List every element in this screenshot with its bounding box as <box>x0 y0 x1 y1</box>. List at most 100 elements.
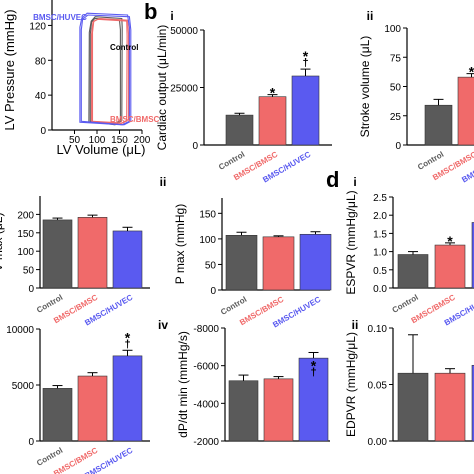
edpvr-bar-control <box>397 372 429 442</box>
pv-x-tick-label: 50 <box>69 135 81 146</box>
p_max-bar-bmsc_bmsc <box>262 236 295 291</box>
p_max-y-tick-label: 100 <box>199 235 216 246</box>
dpdt_max-y-tick-label: 5000 <box>12 381 35 392</box>
pv-x-tick-label: 100 <box>89 135 106 146</box>
pv-loop-chart: 50 100 150 200 0 40 80 120 LV Volume (μL) LV Pres… <box>2 0 160 157</box>
cardiac_output-y-tick-label: 0 <box>192 141 198 152</box>
pv-loop-bmsc_bmsc <box>91 17 130 124</box>
cardiac_output-y-label: Cardiac output (μL/min) <box>155 25 169 151</box>
cardiac_output-bar-bmsc_bmsc <box>258 96 287 146</box>
pv-loop-bmsc_huvec <box>80 14 132 126</box>
v_max-bar-bmsc_bmsc <box>77 217 108 289</box>
p_max-y-tick-label: 50 <box>205 260 217 271</box>
edpvr-y-tick-label: 0.05 <box>368 381 388 392</box>
cardiac_output-bar-control <box>225 114 254 146</box>
panel-label-d: d <box>326 167 339 192</box>
edpvr-bar-bmsc_bmsc <box>434 372 466 442</box>
cardiac_output-panel-numeral: i <box>170 9 173 23</box>
v_max-y-tick-label: 50 <box>23 266 35 277</box>
v_max-bar-control <box>42 219 73 289</box>
pv-y-tick-label: 120 <box>29 21 46 32</box>
espvr-y-tick-label: 0.0 <box>373 284 387 295</box>
espvr-y-tick-label: 2.5 <box>373 193 387 204</box>
dpdt_max-significance-mark: † <box>124 338 130 350</box>
dpdt_min-panel-numeral: iv <box>158 318 168 332</box>
dpdt_max-bar-bmsc_bmsc <box>77 375 108 442</box>
stroke_volume-y-tick-label: 75 <box>390 53 402 64</box>
edpvr-panel-numeral: ii <box>352 318 359 332</box>
v_max-chart: 050100150200V max (μL)ControlBMSC/BMSCBM… <box>0 196 150 327</box>
espvr-significance-mark: * <box>447 233 453 249</box>
dpdt_min-bar-bmsc_huvec <box>298 357 329 442</box>
cardiac_output-y-tick-label: 25000 <box>170 84 198 95</box>
pv-y-tick-label: 40 <box>35 91 47 102</box>
cardiac_output-bar-bmsc_huvec <box>291 75 320 146</box>
v_max-y-tick-label: 100 <box>17 247 34 258</box>
espvr-y-tick-label: 1.0 <box>373 248 387 259</box>
pv-loop-control <box>89 17 121 126</box>
cardiac_output-significance-mark: † <box>302 57 308 69</box>
stroke_volume-significance-mark: * <box>469 64 474 80</box>
pv-loop-bmsc_huvec <box>79 12 130 126</box>
stroke_volume-panel-numeral: ii <box>367 9 374 23</box>
stroke_volume-y-tick-label: 100 <box>384 24 401 35</box>
pv-y-label: LV Pressure (mmHg) <box>2 9 17 130</box>
dpdt_max-y-tick-label: 10000 <box>6 325 34 336</box>
p_max-y-label: P max (mmHg) <box>173 204 187 284</box>
edpvr-bar-bmsc_huvec <box>471 364 474 442</box>
dpdt_max-y-tick-label: 0 <box>28 437 34 448</box>
stroke_volume-bar-control <box>424 104 453 146</box>
pv-annotation-bmsc-bmsc: BMSC/BMSC <box>110 115 160 124</box>
v_max-y-label: V max (μL) <box>0 213 5 272</box>
espvr-panel-numeral: i <box>353 175 356 189</box>
pv-loop-bmsc_bmsc <box>91 18 128 125</box>
dpdt_min-y-tick-label: -4000 <box>193 399 219 410</box>
edpvr-y-tick-label: 0.00 <box>368 437 388 448</box>
v_max-y-tick-label: 150 <box>17 229 34 240</box>
espvr-y-tick-label: 2.0 <box>373 211 387 222</box>
dpdt_min-y-tick-label: -8000 <box>193 324 219 335</box>
pv-x-tick-label: 200 <box>134 135 151 146</box>
cardiac_output-significance-mark: * <box>270 85 276 101</box>
edpvr-y-label: EDPVR (mmHg/μL) <box>344 332 358 437</box>
dpdt_min-y-tick-label: -6000 <box>193 362 219 373</box>
espvr-bar-control <box>397 254 429 289</box>
p_max-y-tick-label: 0 <box>210 286 216 297</box>
pv-y-tick-label: 0 <box>40 126 46 137</box>
edpvr-y-tick-label: 0.10 <box>368 324 388 335</box>
stroke_volume-bar-bmsc_bmsc <box>457 76 474 146</box>
dpdt_max-bar-control <box>42 388 73 442</box>
panel-label-b: b <box>144 0 157 24</box>
stroke_volume-y-tick-label: 0 <box>395 141 401 152</box>
pv-annotation-control: Control <box>110 43 138 52</box>
pv-loop-control <box>88 16 123 125</box>
v_max-category-label: Control <box>35 293 64 315</box>
dpdt_min-y-tick-label: -2000 <box>193 437 219 448</box>
espvr-y-tick-label: 1.5 <box>373 229 387 240</box>
p_max-bar-control <box>225 235 258 291</box>
pv-y-tick-label: 80 <box>35 56 47 67</box>
stroke_volume-y-tick-label: 25 <box>390 112 402 123</box>
stroke_volume-y-label: Stroke volume (μL) <box>358 36 372 138</box>
espvr-y-tick-label: 0.5 <box>373 266 387 277</box>
v_max-bar-bmsc_huvec <box>112 230 143 289</box>
dpdt_min-significance-mark: † <box>310 366 316 378</box>
dpdt_min-y-label: dP/dt min (mmHg/s) <box>176 331 190 438</box>
dpdt_max-bar-bmsc_huvec <box>112 355 143 442</box>
espvr-bar-bmsc_bmsc <box>434 244 466 289</box>
p_max-category-label: Control <box>219 295 248 317</box>
dpdt_min-bar-control <box>228 380 259 442</box>
cardiac_output-significance-mark: * <box>303 48 309 64</box>
pv-x-label: LV Volume (μL) <box>57 142 146 157</box>
stroke_volume-y-tick-label: 50 <box>390 83 402 94</box>
espvr-y-label: ESPVR (mmHg/μL) <box>344 190 358 294</box>
pv-annotation-bmsc-huvec: BMSC/HUVEC <box>33 13 87 22</box>
dpdt_min-bar-bmsc_bmsc <box>263 378 294 442</box>
espvr-chart: 0.0 0.5 1.0 1.5 2.0 2.5 ESPVR (mmHg/μL)i Contro… <box>344 175 474 327</box>
